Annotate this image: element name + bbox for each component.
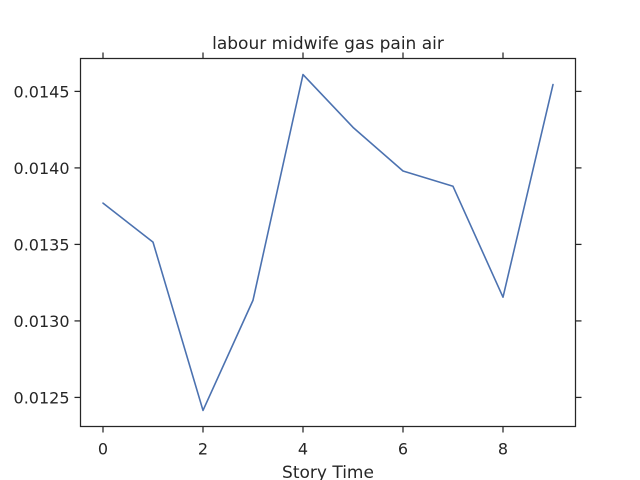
x-axis-label: Story Time [282,463,374,480]
x-tick-label: 4 [298,440,308,459]
x-tick-label: 0 [98,440,108,459]
x-tick-label: 8 [498,440,508,459]
y-tick-label: 0.0145 [14,82,70,101]
chart-title: labour midwife gas pain air [212,34,444,54]
y-tick-label: 0.0125 [14,388,70,407]
y-tick-label: 0.0135 [14,235,70,254]
series-layer [102,73,554,412]
y-tick-label: 0.0130 [14,312,70,331]
ticks-layer: 0 2 4 6 8 0.0125 0.0130 0.0135 0.0140 0.0145 [14,52,582,459]
series-line [102,73,554,412]
y-tick-label: 0.0140 [14,159,70,178]
x-tick-label: 2 [198,440,208,459]
x-tick-label: 6 [398,440,408,459]
plot-frame [79,57,577,428]
